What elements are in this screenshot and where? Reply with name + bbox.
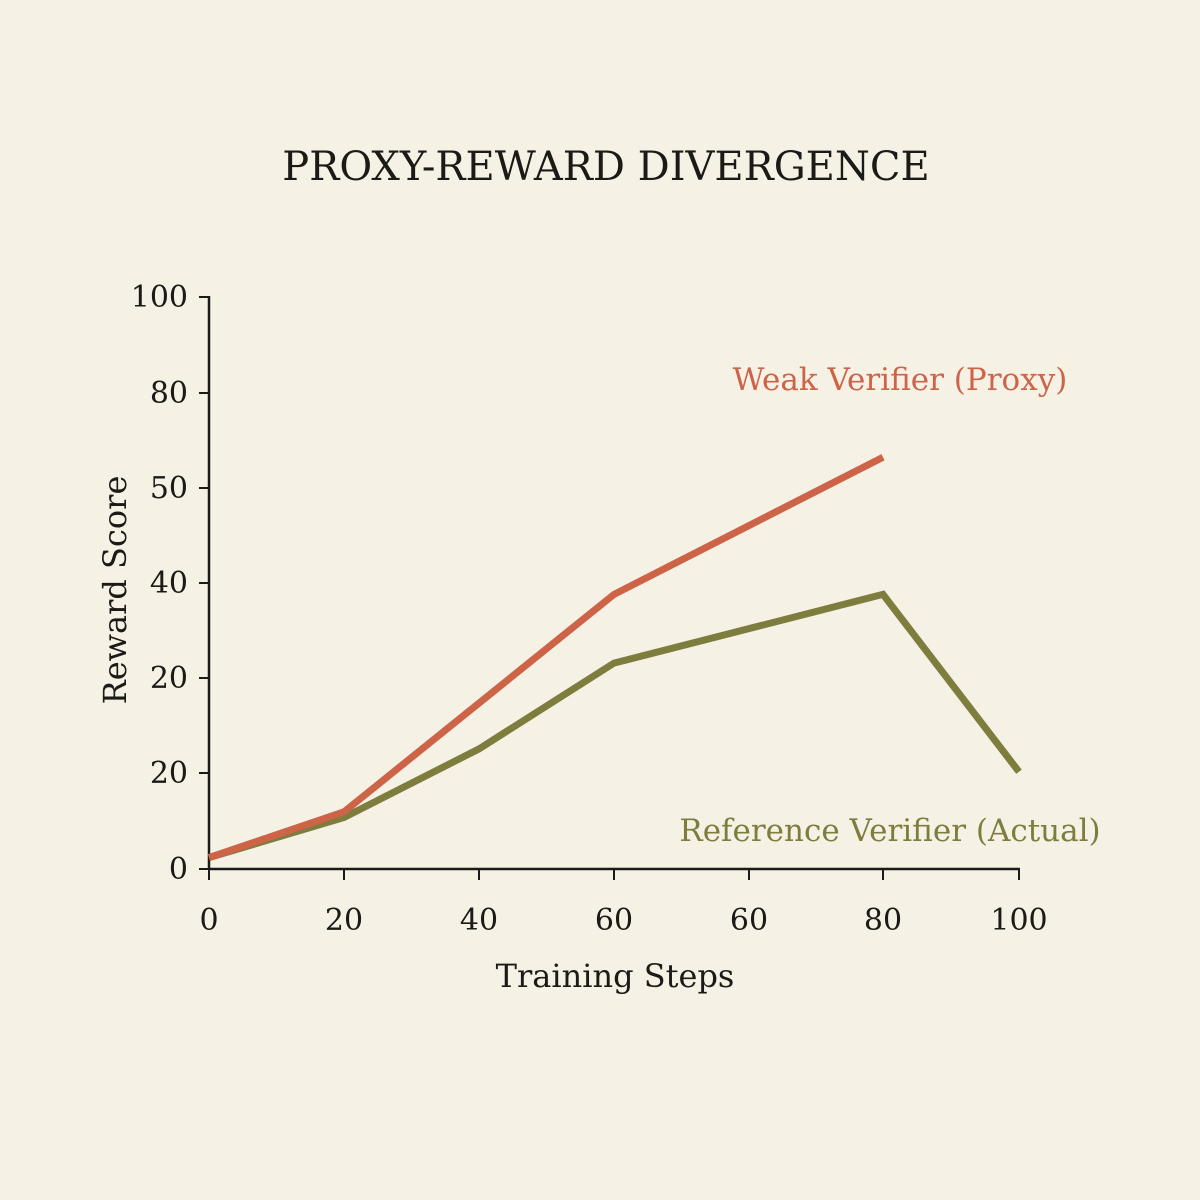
series-label-weak-verifier: Weak Verifier (Proxy) <box>733 362 1068 398</box>
x-tick-label: 60 <box>730 903 768 938</box>
y-tick-label: 100 <box>131 280 188 315</box>
y-tick-label: 40 <box>150 566 188 601</box>
x-tick-label: 40 <box>460 903 498 938</box>
y-axis-label: Reward Score <box>96 476 134 705</box>
x-ticks: 0 20 40 60 60 80 100 <box>199 869 1048 938</box>
series-group <box>207 454 1022 861</box>
y-tick-label: 0 <box>169 852 188 887</box>
y-tick-label: 80 <box>150 376 188 411</box>
y-tick-label: 20 <box>150 756 188 791</box>
series-line-reference-verifier <box>208 590 1022 861</box>
series-label-reference-verifier: Reference Verifier (Actual) <box>679 813 1100 849</box>
y-ticks: 0 20 20 40 50 80 100 <box>131 280 209 887</box>
x-tick-label: 20 <box>325 903 363 938</box>
x-tick-label: 100 <box>990 903 1047 938</box>
x-tick-label: 0 <box>199 903 218 938</box>
x-tick-label: 80 <box>864 903 902 938</box>
y-tick-label: 20 <box>150 661 188 696</box>
chart-title: PROXY-REWARD DIVERGENCE <box>282 144 929 190</box>
x-axis-label: Training Steps <box>496 957 735 995</box>
x-tick-label: 60 <box>595 903 633 938</box>
y-tick-label: 50 <box>150 471 188 506</box>
series-line-weak-verifier <box>207 454 885 861</box>
